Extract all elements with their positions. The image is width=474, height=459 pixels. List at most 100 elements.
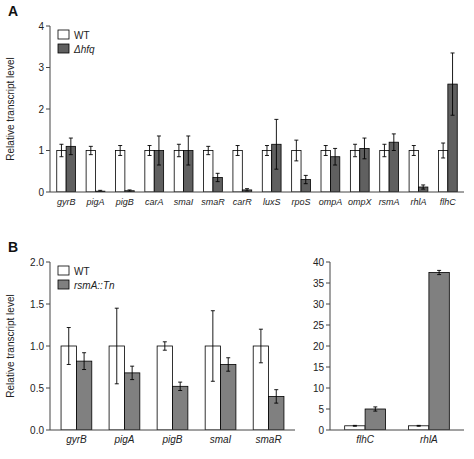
error-cap <box>206 146 210 147</box>
error-cap <box>130 366 134 367</box>
error-bar <box>67 328 71 365</box>
y-tick-label: 2 <box>38 104 44 115</box>
y-tick <box>46 304 50 305</box>
y-tick-label: 5 <box>318 404 324 415</box>
y-tick-label: 4 <box>38 21 44 32</box>
error-line <box>164 342 165 350</box>
error-line <box>423 185 424 189</box>
x-tick-label: gyrB <box>57 197 76 207</box>
error-bar <box>437 270 441 274</box>
error-cap <box>274 403 278 404</box>
error-cap <box>245 188 249 189</box>
error-cap <box>69 154 73 155</box>
error-cap <box>148 145 152 146</box>
error-line <box>266 146 267 156</box>
error-cap <box>98 190 102 191</box>
error-cap <box>412 145 416 146</box>
error-cap <box>178 382 182 383</box>
x-tick-label: pigA <box>113 434 134 445</box>
error-line <box>355 144 356 156</box>
error-cap <box>211 381 215 382</box>
error-line <box>116 308 117 384</box>
error-cap <box>382 144 386 145</box>
x-tick-label: rhlA <box>410 197 426 207</box>
y-tick <box>46 26 50 27</box>
error-line <box>180 382 181 390</box>
bar <box>86 151 95 193</box>
error-cap <box>216 181 220 182</box>
bar <box>221 364 236 430</box>
y-axis-label: Relative transcript level <box>5 57 16 160</box>
error-cap <box>115 383 119 384</box>
error-cap <box>362 138 366 139</box>
error-line <box>228 358 229 371</box>
marks <box>57 53 457 192</box>
error-bar <box>333 148 337 165</box>
error-bar <box>412 146 416 156</box>
bar <box>124 373 139 430</box>
error-bar <box>69 138 73 155</box>
legend: WTΔhfq <box>58 30 95 55</box>
error-cap <box>177 156 181 157</box>
error-bar <box>206 146 210 154</box>
error-cap <box>178 390 182 391</box>
error-cap <box>118 145 122 146</box>
error-bar <box>186 136 190 165</box>
legend-swatch <box>58 266 69 275</box>
bar <box>365 409 385 430</box>
error-line <box>452 53 453 115</box>
y-tick <box>46 109 50 110</box>
error-bar <box>148 146 152 156</box>
marks <box>61 308 284 430</box>
error-line <box>237 146 238 156</box>
error-bar <box>118 146 122 156</box>
error-cap <box>294 160 298 161</box>
error-cap <box>216 173 220 174</box>
y-tick-label: 20 <box>313 341 325 352</box>
error-cap <box>157 135 161 136</box>
bar <box>408 426 428 430</box>
error-cap <box>130 379 134 380</box>
error-cap <box>265 145 269 146</box>
error-bar <box>82 353 86 370</box>
y-tick <box>46 192 50 193</box>
panel-title: A <box>8 3 18 19</box>
error-line <box>325 146 326 156</box>
y-tick-label: 0.5 <box>30 383 44 394</box>
error-bar <box>259 329 263 363</box>
error-cap <box>259 329 263 330</box>
error-bar <box>178 382 182 390</box>
error-cap <box>163 341 167 342</box>
y-tick-label: 1.0 <box>30 341 44 352</box>
x-tick-label: pigB <box>115 197 134 207</box>
error-cap <box>451 115 455 116</box>
error-line <box>217 173 218 181</box>
x-axis-line <box>330 430 464 431</box>
y-tick <box>46 430 50 431</box>
bar <box>174 151 183 193</box>
bar <box>345 426 365 430</box>
error-bar <box>274 390 278 403</box>
y-tick <box>326 367 330 368</box>
error-bar <box>128 190 132 192</box>
error-line <box>208 146 209 154</box>
y-axis-line <box>50 262 51 430</box>
error-bar <box>265 146 269 156</box>
y-tick-label: 1 <box>38 145 44 156</box>
bar <box>157 346 172 430</box>
error-cap <box>67 364 71 365</box>
error-bar <box>59 144 63 156</box>
error-bar <box>130 366 134 379</box>
error-cap <box>59 156 63 157</box>
error-bar <box>353 425 357 427</box>
error-line <box>212 311 213 382</box>
error-line <box>276 390 277 403</box>
error-line <box>384 144 385 156</box>
y-tick-label: 10 <box>313 383 325 394</box>
error-cap <box>226 371 230 372</box>
x-tick-label: pigB <box>161 434 182 445</box>
error-cap <box>417 425 421 426</box>
error-line <box>132 366 133 379</box>
error-cap <box>324 155 328 156</box>
bar <box>145 151 154 193</box>
